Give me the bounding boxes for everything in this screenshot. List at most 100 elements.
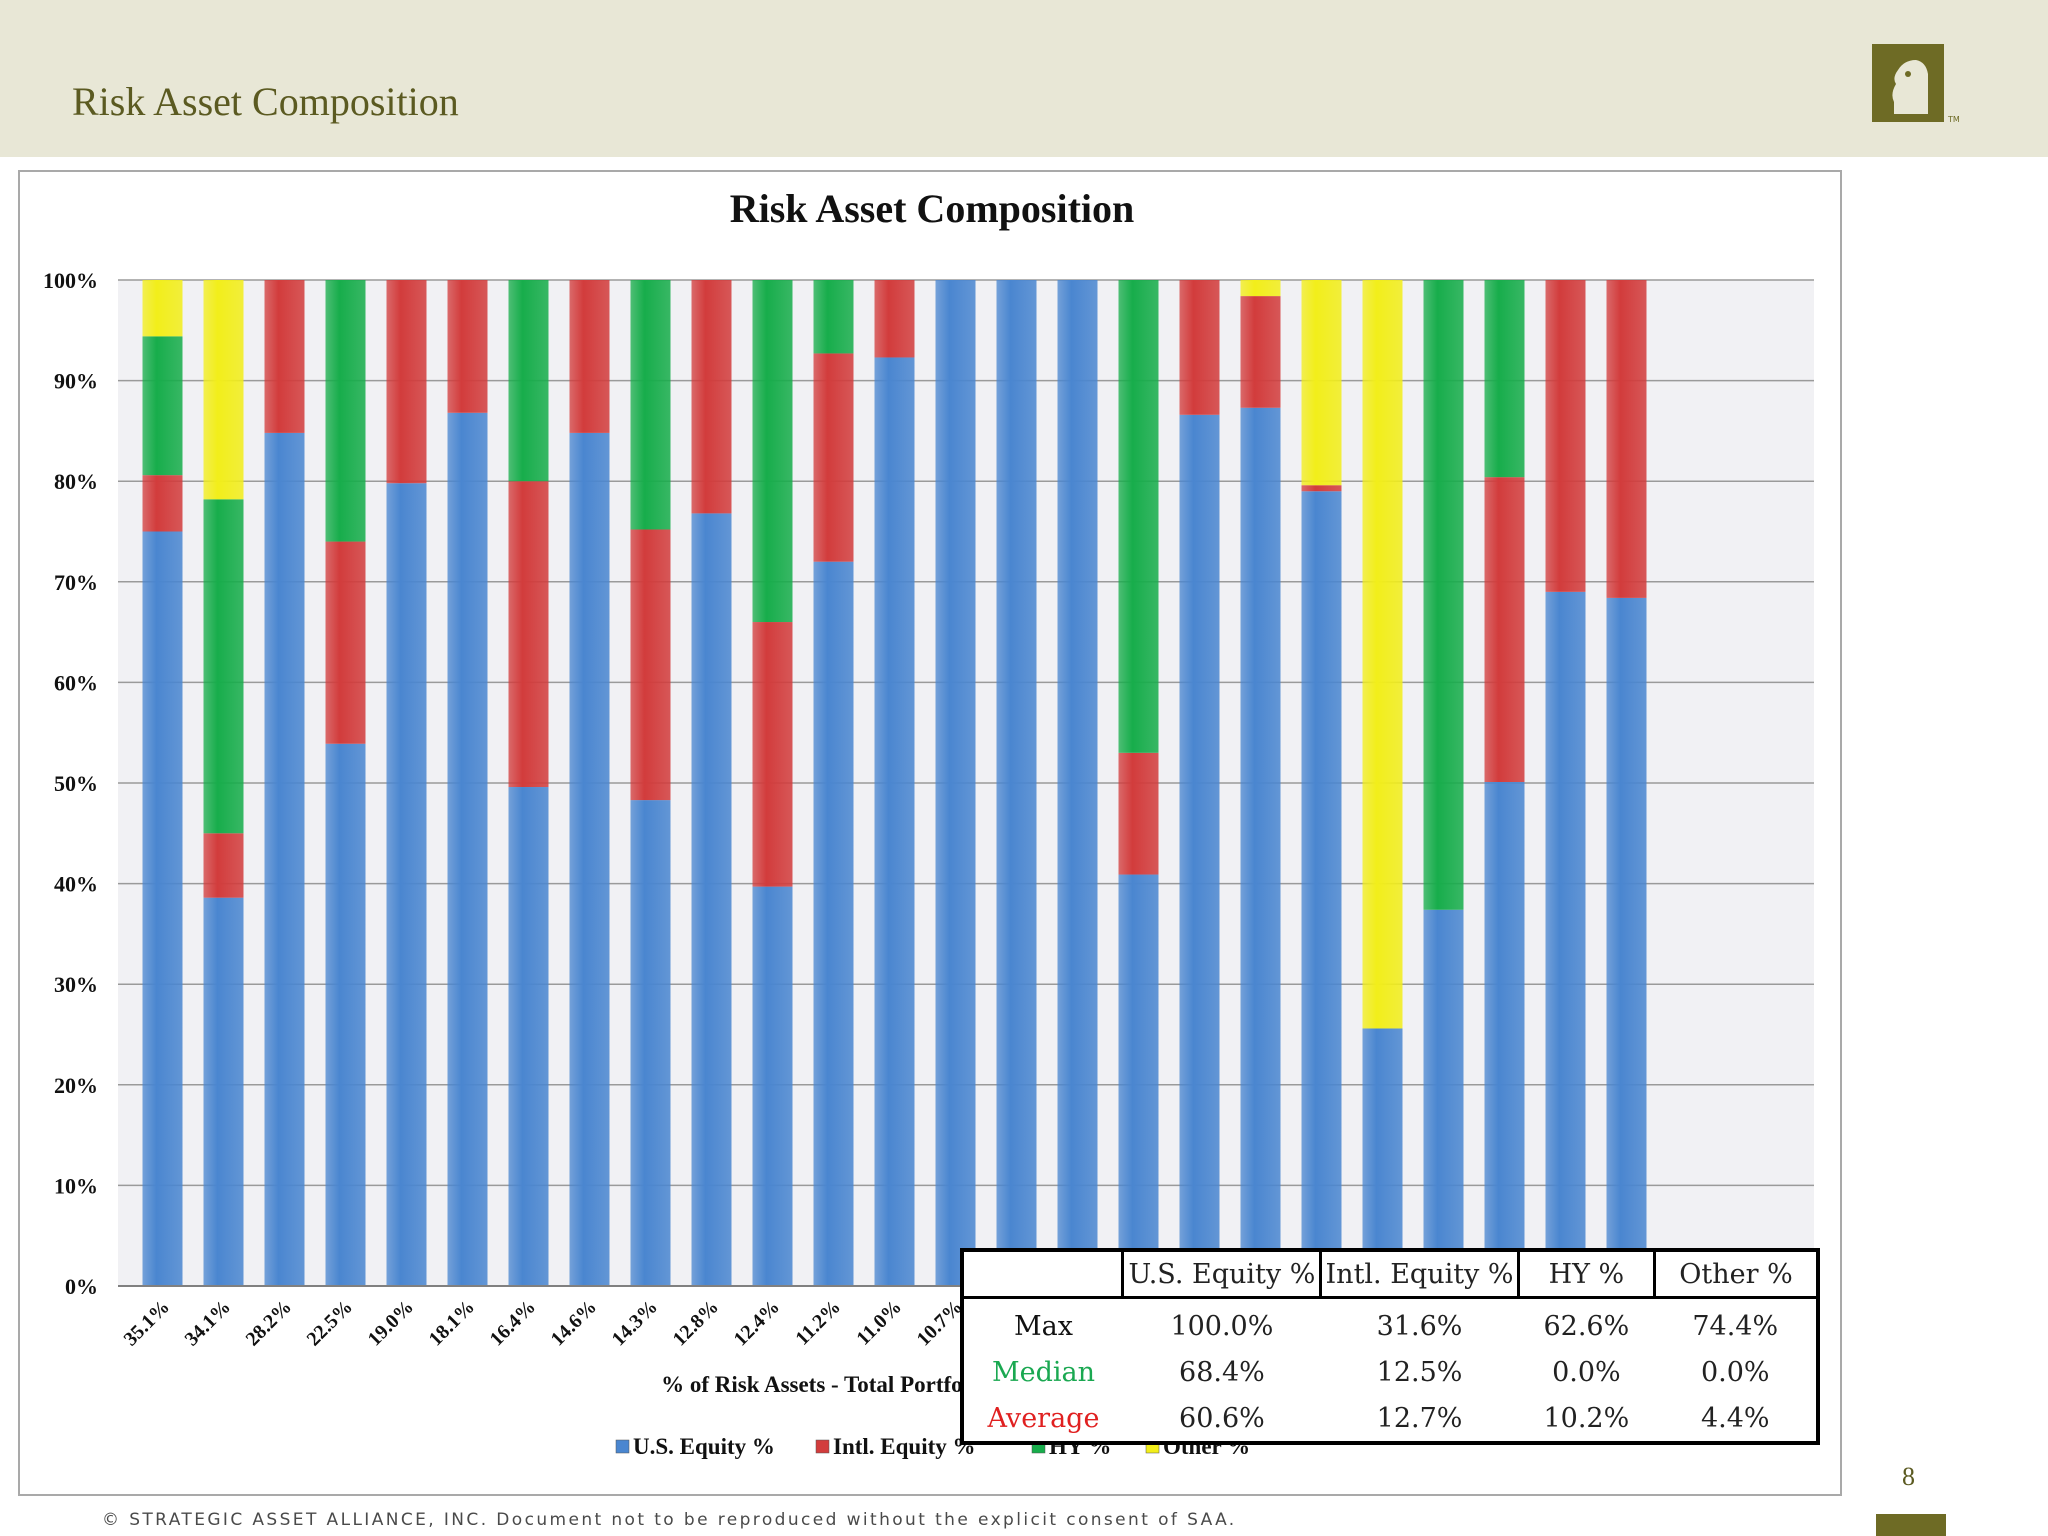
bar-segment-hy xyxy=(1484,280,1525,478)
chess-knight-logo-icon: TM xyxy=(1872,44,1960,124)
y-tick-label: 0% xyxy=(65,1274,98,1299)
stats-col-hy: HY % xyxy=(1516,1248,1657,1299)
bar-segment-hy xyxy=(1118,280,1159,753)
bar-segment-us-equity xyxy=(1362,1028,1403,1286)
y-axis-ticks: 0% 10% 20% 30% 40% 50% 60% 70% 80% 90% 100% xyxy=(43,268,98,1299)
bar-segment-us-equity xyxy=(874,357,915,1286)
stats-cell: 0.0% xyxy=(1552,1356,1621,1388)
x-tick-label: 34.1% xyxy=(181,1296,235,1350)
stats-cell: 12.7% xyxy=(1376,1402,1463,1434)
stats-cell: 31.6% xyxy=(1376,1310,1463,1342)
bar-segment-us-equity xyxy=(996,280,1037,1286)
bar-segment-us-equity xyxy=(203,897,244,1286)
bar-segment-us-equity xyxy=(325,743,366,1286)
stats-cell: 10.2% xyxy=(1543,1402,1630,1434)
y-tick-label: 30% xyxy=(54,972,98,997)
bar-segment-other xyxy=(1362,280,1403,1029)
stats-row-label: Max xyxy=(1013,1310,1073,1342)
stats-cell: 0.0% xyxy=(1700,1356,1770,1388)
slide-header: Risk Asset Composition TM xyxy=(0,0,2048,157)
stats-row-average: Average 60.6% 12.7% 10.2% 4.4% xyxy=(962,1395,1818,1443)
bar-segment-hy xyxy=(813,280,854,354)
y-tick-label: 90% xyxy=(54,369,98,394)
bar-segment-intl-equity xyxy=(264,280,305,433)
stats-header-row: U.S. Equity % Intl. Equity % HY % Other … xyxy=(962,1248,1820,1299)
copyright-footer: © STRATEGIC ASSET ALLIANCE, INC. Documen… xyxy=(102,1510,1237,1530)
x-tick-label: 11.2% xyxy=(791,1296,845,1350)
bar-segment-hy xyxy=(1423,280,1464,910)
stats-row-label: Median xyxy=(991,1356,1095,1388)
bar-segment-us-equity xyxy=(1057,280,1098,1286)
x-tick-label: 11.0% xyxy=(852,1296,906,1350)
bar-segment-us-equity xyxy=(935,280,976,1286)
y-tick-label: 60% xyxy=(54,670,98,695)
x-axis-title: % of Risk Assets - Total Portfolio xyxy=(661,1372,987,1397)
bar-segment-other xyxy=(1240,280,1281,297)
bar-segment-intl-equity xyxy=(447,280,488,413)
x-tick-label: 12.4% xyxy=(730,1296,784,1350)
stats-cell: 100.0% xyxy=(1170,1310,1274,1342)
bar-segment-intl-equity xyxy=(813,353,854,562)
bar-segment-us-equity xyxy=(1545,591,1586,1286)
chart-frame: 0% 10% 20% 30% 40% 50% 60% 70% 80% 90% 100% 35.1% 3… xyxy=(18,170,1842,1496)
bar-segment-intl-equity xyxy=(1301,485,1342,492)
y-tick-label: 70% xyxy=(54,570,98,595)
x-tick-label: 35.1% xyxy=(120,1296,174,1350)
bar-segment-intl-equity xyxy=(1179,280,1220,415)
bar-segment-us-equity xyxy=(508,787,549,1286)
stats-col-us-equity: U.S. Equity % xyxy=(1121,1248,1323,1299)
bar-segment-hy xyxy=(142,336,183,476)
bar-segment-us-equity xyxy=(1301,491,1342,1286)
x-tick-label: 22.5% xyxy=(303,1296,357,1350)
bar-segment-intl-equity xyxy=(386,280,427,484)
legend-label-us-equity: U.S. Equity % xyxy=(633,1434,775,1459)
bar-segment-us-equity xyxy=(569,432,610,1286)
stats-row-max: Max 100.0% 31.6% 62.6% 74.4% xyxy=(962,1298,1818,1350)
bar-segment-intl-equity xyxy=(874,280,915,358)
legend-label-intl-equity: Intl. Equity % xyxy=(833,1434,976,1459)
bar-segment-hy xyxy=(630,280,671,530)
bar-segment-hy xyxy=(508,280,549,482)
bar-segment-intl-equity xyxy=(1484,477,1525,782)
x-tick-label: 18.1% xyxy=(425,1296,479,1350)
stats-cell: 62.6% xyxy=(1543,1310,1630,1342)
bar-segment-us-equity xyxy=(142,531,183,1286)
page-number: 8 xyxy=(1902,1462,1915,1491)
bar-segment-intl-equity xyxy=(203,833,244,898)
stats-col-intl-equity: Intl. Equity % xyxy=(1319,1248,1520,1299)
stats-cell: 60.6% xyxy=(1179,1402,1265,1434)
bar-segment-us-equity xyxy=(630,800,671,1286)
bar-segment-us-equity xyxy=(1118,874,1159,1286)
legend-swatch-us-equity xyxy=(615,1439,630,1454)
bar-segment-us-equity xyxy=(813,561,854,1286)
bar-segment-us-equity xyxy=(752,886,793,1286)
bar-segment-intl-equity xyxy=(752,622,793,887)
bar-segment-other xyxy=(142,280,183,337)
bar-segment-us-equity xyxy=(1606,597,1647,1286)
x-tick-label: 14.6% xyxy=(547,1296,601,1350)
x-tick-label: 12.8% xyxy=(669,1296,723,1350)
legend-swatch-intl-equity xyxy=(815,1439,830,1454)
bar-segment-us-equity xyxy=(1484,781,1525,1286)
bar-segment-us-equity xyxy=(1423,909,1464,1286)
bar-segment-us-equity xyxy=(386,483,427,1286)
stats-cell: 74.4% xyxy=(1692,1310,1779,1342)
bar-segment-us-equity xyxy=(1179,414,1220,1286)
stats-row-median: Median 68.4% 12.5% 0.0% 0.0% xyxy=(962,1349,1818,1395)
bars xyxy=(142,280,1647,1287)
x-tick-label: 10.7% xyxy=(913,1296,967,1350)
svg-text:TM: TM xyxy=(1947,115,1960,124)
stats-cell: 4.4% xyxy=(1700,1402,1770,1434)
bar-segment-intl-equity xyxy=(142,475,183,532)
bar-segment-us-equity xyxy=(1240,407,1281,1287)
bar-segment-intl-equity xyxy=(691,280,732,514)
slide-title: Risk Asset Composition xyxy=(72,79,459,124)
bar-segment-hy xyxy=(203,499,244,834)
y-tick-label: 100% xyxy=(43,268,98,293)
bar-segment-intl-equity xyxy=(1118,752,1159,875)
y-tick-label: 10% xyxy=(54,1173,98,1198)
bar-segment-intl-equity xyxy=(630,529,671,801)
bar-segment-intl-equity xyxy=(1606,280,1647,598)
summary-stats-table: U.S. Equity % Intl. Equity % HY % Other … xyxy=(960,1248,1820,1445)
bar-segment-other xyxy=(1301,280,1342,486)
